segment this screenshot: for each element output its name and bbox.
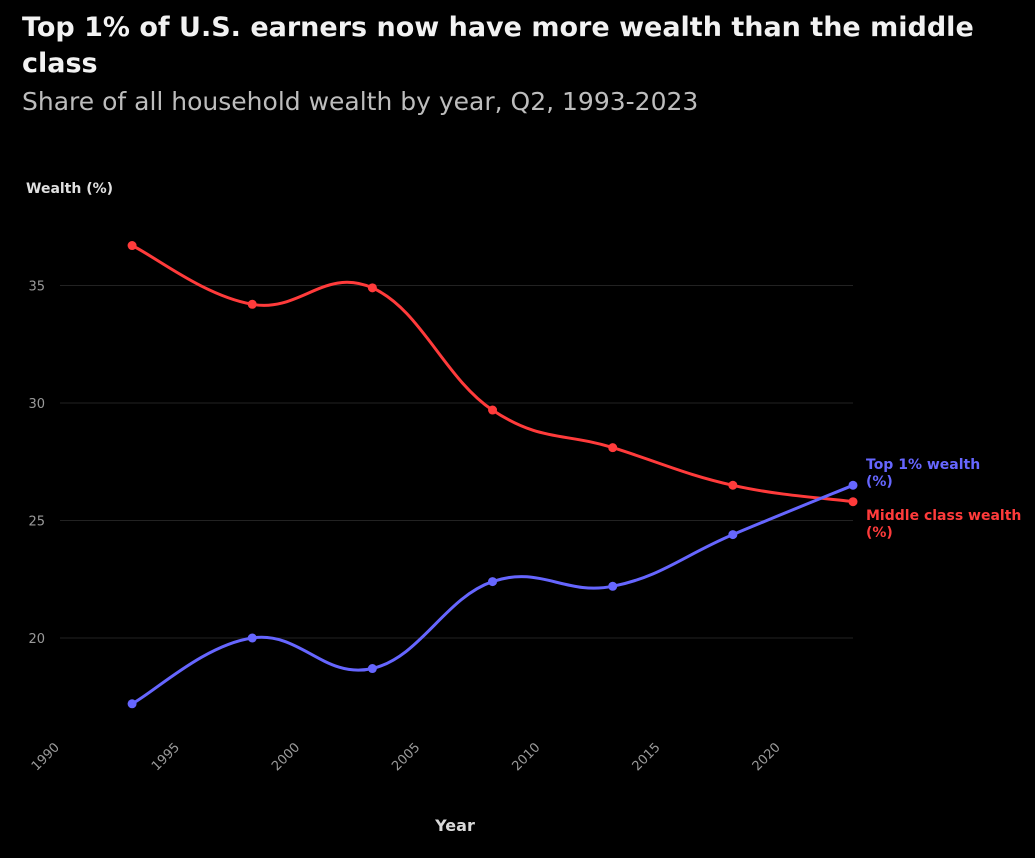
- x-tick-label: 2010: [509, 740, 543, 774]
- grid: [60, 285, 853, 639]
- data-point-middle-class-2018: [728, 480, 738, 490]
- chart-title: Top 1% of U.S. earners now have more wea…: [22, 12, 974, 79]
- y-tick-label: 25: [28, 515, 45, 530]
- data-point-middle-class-1998: [247, 299, 257, 309]
- data-point-top-1-percent-2013: [608, 581, 618, 591]
- y-axis-label: Wealth (%): [26, 181, 113, 197]
- legend-label-top-1-percent: Top 1% wealth (%): [866, 457, 980, 490]
- data-point-middle-class-2003: [367, 283, 377, 293]
- x-axis-label: Year: [434, 816, 475, 835]
- data-point-middle-class-2008: [488, 405, 498, 415]
- data-point-top-1-percent-2008: [488, 577, 498, 587]
- x-tick-label: 2005: [389, 740, 423, 774]
- data-point-top-1-percent-1998: [247, 633, 257, 643]
- y-axis-ticks: 20 25 30 35: [28, 280, 45, 648]
- chart-subtitle: Share of all household wealth by year, Q…: [22, 87, 699, 116]
- x-tick-label: 1990: [29, 740, 63, 774]
- y-tick-label: 35: [28, 280, 45, 295]
- legend-label-middle-class: Middle class wealth (%): [866, 508, 1021, 541]
- data-point-top-1-percent-2003: [367, 664, 377, 674]
- y-tick-label: 20: [28, 632, 45, 647]
- data-point-middle-class-1993: [127, 241, 137, 251]
- data-point-top-1-percent-2018: [728, 530, 738, 540]
- x-tick-label: 2015: [630, 740, 664, 774]
- data-points: [127, 241, 858, 709]
- y-tick-label: 30: [28, 397, 45, 412]
- x-tick-label: 2020: [750, 740, 784, 774]
- x-tick-label: 1995: [149, 740, 183, 774]
- inline-legend: Top 1% wealth (%) Middle class wealth (%): [866, 457, 1021, 541]
- chart-header: Top 1% of U.S. earners now have more wea…: [22, 10, 1012, 118]
- data-point-middle-class-2013: [608, 443, 618, 453]
- x-tick-label: 2000: [269, 740, 303, 774]
- series-line-middle-class: [130, 244, 855, 504]
- data-point-top-1-percent-1993: [127, 699, 137, 709]
- series-line-top-1-percent: [130, 483, 855, 706]
- x-axis-ticks: 1990 1995 2000 2005 2010 2015 2020: [29, 740, 784, 774]
- series-lines: [130, 244, 855, 706]
- data-point-top-1-percent-2023: [848, 480, 858, 490]
- data-point-middle-class-2023: [848, 497, 858, 507]
